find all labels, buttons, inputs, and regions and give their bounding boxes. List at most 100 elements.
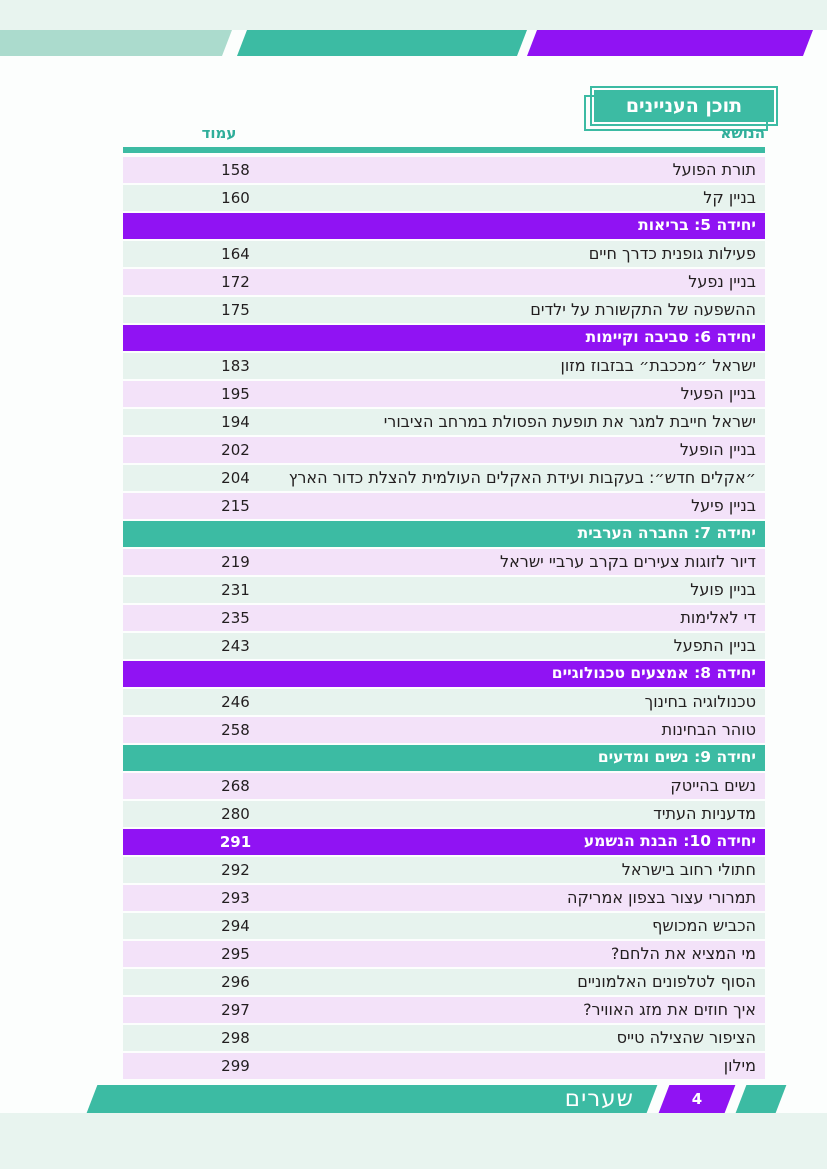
row-title: תמרורי עצור בצפון אמריקה [567,888,756,907]
row-page-number: 291 [219,832,252,851]
row-page-number: 194 [221,412,250,431]
row-page-number: 219 [221,552,250,571]
row-page-number: 183 [221,356,250,375]
row-page-number: 215 [221,496,250,515]
row-page-number: 293 [221,888,250,907]
row-title: יחידה 8: אמצעים טכנולוגיים [551,664,756,683]
toc-item-row: מילון 299 [123,1053,765,1079]
banner-segment-purple [527,30,813,56]
row-title: הכביש המכושף [652,916,756,935]
row-title: נשים בהייטק [670,776,756,795]
footer-page-number: 4 [691,1089,703,1108]
row-page-number: 298 [221,1028,250,1047]
row-title: מילון [723,1056,756,1075]
banner-segment-light-teal [0,30,232,56]
row-page-number: 246 [221,692,250,711]
row-title: די לאלימות [680,608,756,627]
toc-item-row: טכנולוגיה בחינוך 246 [123,689,765,715]
page-title-text: תוכן העניינים [625,94,743,117]
row-page-number: 258 [221,720,250,739]
toc-item-row: בניין הופעל 202 [123,437,765,463]
row-title: חתולי רחוב בישראל [621,860,756,879]
toc-item-row: בניין קל 160 [123,185,765,211]
row-title: מי המציא את הלחם? [610,944,756,963]
toc-item-row: בניין התפעל 243 [123,633,765,659]
row-page-number: 164 [221,244,250,263]
toc-item-row: בניין הפעיל 195 [123,381,765,407]
row-title: יחידה 7: החברה הערבית [577,524,756,543]
footer-page-number-badge: 4 [658,1085,736,1113]
row-title: יחידה 6: סביבה וקיימות [585,328,756,347]
row-title: הציפור שהצילה טייס [616,1028,756,1047]
toc-section-row: יחידה 6: סביבה וקיימות [123,325,765,351]
row-title: ההשפעה של התקשורת על ילדים [530,300,756,319]
row-page-number: 280 [221,804,250,823]
row-title: יחידה 10: הבנת הנשמע [583,832,756,851]
row-page-number: 158 [221,160,250,179]
row-page-number: 296 [221,972,250,991]
toc-item-row: ההשפעה של התקשורת על ילדים 175 [123,297,765,323]
footer-teal-tab [735,1085,787,1113]
row-title: בניין הופעל [679,440,756,459]
row-page-number: 299 [221,1056,250,1075]
row-title: הסוף לטלפונים האלמוניים [577,972,756,991]
row-page-number: 294 [221,916,250,935]
toc-section-row: יחידה 10: הבנת הנשמע 291 [123,829,765,855]
row-title: מדעניות העתיד [653,804,756,823]
toc-item-row: דיור לזוגות צעירים בקרב ערביי ישראל 219 [123,549,765,575]
row-page-number: 204 [221,468,250,487]
toc-item-row: מדעניות העתיד 280 [123,801,765,827]
row-title: יחידה 9: נשים ומדעים [597,748,756,767]
footer-section-label: שערים [564,1085,634,1112]
row-title: ״אקלים חדש״: בעקבות ועידת האקלים העולמית… [288,468,756,487]
row-title: בניין פיעל [691,496,756,515]
row-title: ישראל חייבת למגר את תופעת הפסולת במרחב ה… [383,412,756,431]
row-title: טכנולוגיה בחינוך [644,692,756,711]
page-title: תוכן העניינים [584,88,776,131]
row-title: בניין פועל [690,580,756,599]
toc-item-row: תורת הפועל 158 [123,157,765,183]
toc-item-row: בניין נפעל 172 [123,269,765,295]
toc-item-row: איך חוזים את מזג האוויר? 297 [123,997,765,1023]
row-title: ישראל ״מככבת״ בבזבוז מזון [560,356,756,375]
row-title: יחידה 5: בריאות [638,216,756,235]
row-page-number: 202 [221,440,250,459]
row-title: איך חוזים את מזג האוויר? [583,1000,756,1019]
toc-item-row: פעילות גופנית כדרך חיים 164 [123,241,765,267]
toc-section-row: יחידה 8: אמצעים טכנולוגיים [123,661,765,687]
row-page-number: 243 [221,636,250,655]
row-page-number: 175 [221,300,250,319]
row-page-number: 268 [221,776,250,795]
header-rule [123,147,765,153]
toc-item-row: ישראל חייבת למגר את תופעת הפסולת במרחב ה… [123,409,765,435]
toc-item-row: נשים בהייטק 268 [123,773,765,799]
row-title: בניין התפעל [673,636,756,655]
toc-item-row: ישראל ״מככבת״ בבזבוז מזון 183 [123,353,765,379]
toc-item-row: חתולי רחוב בישראל 292 [123,857,765,883]
row-page-number: 295 [221,944,250,963]
top-tint-strip [0,0,827,30]
row-title: פעילות גופנית כדרך חיים [588,244,756,263]
bottom-tint-strip [0,1113,827,1169]
row-title: בניין קל [703,188,756,207]
row-page-number: 235 [221,608,250,627]
column-header-page: עמוד [201,124,237,142]
toc-item-row: הציפור שהצילה טייס 298 [123,1025,765,1051]
toc-table: תורת הפועל 158 בניין קל 160 יחידה 5: בריאות פ… [123,157,765,1079]
row-page-number: 160 [221,188,250,207]
toc-item-row: בניין פועל 231 [123,577,765,603]
row-page-number: 297 [221,1000,250,1019]
row-title: בניין נפעל [688,272,756,291]
banner-segment-teal [237,30,527,56]
row-title: דיור לזוגות צעירים בקרב ערביי ישראל [500,552,756,571]
toc-item-row: בניין פיעל 215 [123,493,765,519]
toc-item-row: מי המציא את הלחם? 295 [123,941,765,967]
row-page-number: 292 [221,860,250,879]
toc-item-row: ״אקלים חדש״: בעקבות ועידת האקלים העולמית… [123,465,765,491]
column-header-topic: הנושא [720,124,765,142]
row-page-number: 231 [221,580,250,599]
toc-section-row: יחידה 5: בריאות [123,213,765,239]
row-title: טוהר הבחינות [661,720,756,739]
row-page-number: 172 [221,272,250,291]
toc-item-row: הסוף לטלפונים האלמוניים 296 [123,969,765,995]
